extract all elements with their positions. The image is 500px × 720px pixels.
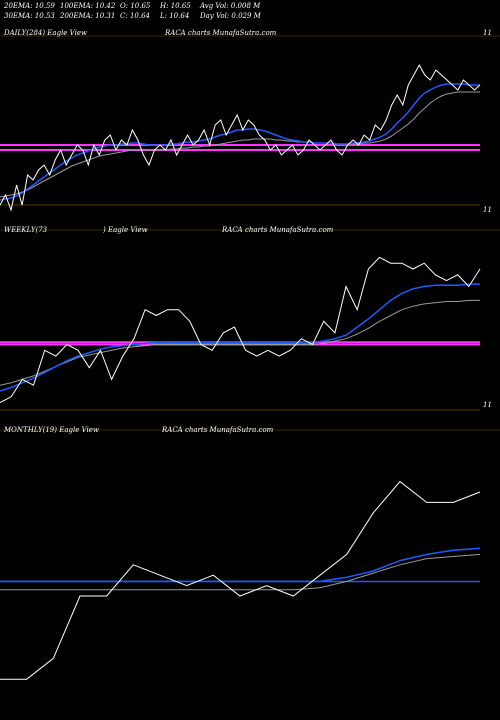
- weekly-label: WEEKLY(73: [4, 226, 48, 234]
- weekly-ema-blue-line: [0, 283, 480, 392]
- weekly-label-mid: ) Eagle View: [102, 226, 148, 234]
- daily-watermark: RACA charts MunafaSutra.com: [164, 29, 277, 37]
- open-stat: O: 10.65: [120, 2, 151, 10]
- monthly-ema-gray-line: [0, 553, 481, 591]
- ema20-stat: 20EMA: 10.59: [3, 2, 55, 10]
- low-stat: L: 10.64: [159, 12, 189, 20]
- ema30-stat: 30EMA: 10.53: [4, 12, 55, 20]
- daily-label: DAILY(284) Eagle View: [3, 29, 87, 37]
- monthly-watermark: RACA charts MunafaSutra.com: [161, 426, 274, 434]
- ema100-stat: 100EMA: 10.42: [60, 2, 116, 10]
- daily-tick-bottom: 11: [483, 206, 492, 214]
- daily-price-line: [0, 63, 481, 212]
- weekly-watermark: RACA charts MunafaSutra.com: [221, 226, 334, 234]
- close-stat: C: 10.64: [120, 12, 150, 20]
- monthly-panel: MONTHLY(19) Eagle View RACA charts Munaf…: [0, 426, 500, 680]
- monthly-price-line: [0, 480, 481, 680]
- avg-vol-stat: Avg Vol: 0.008 M: [199, 2, 261, 10]
- daily-tick-top: 11: [483, 29, 492, 37]
- weekly-ema-gray-line: [0, 299, 480, 386]
- monthly-label: MONTHLY(19) Eagle View: [3, 426, 99, 434]
- high-stat: H: 10.65: [159, 2, 191, 10]
- day-vol-stat: Day Vol: 0.029 M: [199, 12, 262, 20]
- weekly-tick-bottom: 11: [483, 401, 492, 409]
- stats-header: 20EMA: 10.59 100EMA: 10.42 O: 10.65 H: 1…: [3, 2, 262, 20]
- daily-ema-gray-line: [0, 91, 480, 198]
- weekly-panel: WEEKLY(73 ) Eagle View RACA charts Munaf…: [0, 226, 500, 411]
- daily-ref-lines: [0, 144, 480, 151]
- daily-ema-blue-line: [0, 83, 480, 201]
- ema200-stat: 200EMA: 10.31: [59, 12, 115, 20]
- monthly-ema-blue-line: [0, 547, 481, 583]
- weekly-price-line: [0, 256, 481, 404]
- daily-panel: DAILY(284) Eagle View RACA charts Munafa…: [0, 29, 500, 214]
